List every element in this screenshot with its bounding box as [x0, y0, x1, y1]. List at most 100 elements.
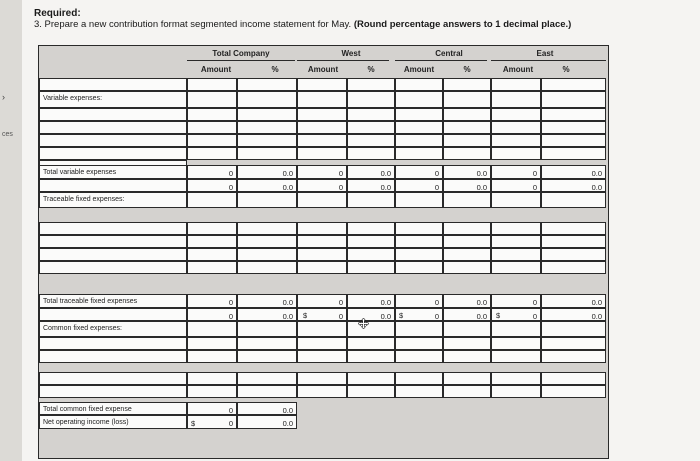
- ce-4-central-pct-cell[interactable]: [443, 385, 491, 398]
- ve-1-central-amount-cell[interactable]: [395, 108, 443, 121]
- traceable-expense-input-1[interactable]: [39, 222, 187, 235]
- ve-3-west-amount-cell[interactable]: [297, 134, 347, 147]
- variable-expenses-central-amount-cell[interactable]: [395, 91, 443, 108]
- te-2-total-amount-cell[interactable]: [187, 235, 237, 248]
- ce-2-central-pct-cell[interactable]: [443, 350, 491, 363]
- variable-expense-input-1[interactable]: [39, 108, 187, 121]
- common-west-pct-cell[interactable]: [347, 321, 395, 337]
- variable-expenses-total-pct-cell[interactable]: [237, 91, 297, 108]
- te-1-central-pct-cell[interactable]: [443, 222, 491, 235]
- te-4-total-pct-cell[interactable]: [237, 261, 297, 274]
- te-4-central-amount-cell[interactable]: [395, 261, 443, 274]
- ve-3-east-pct-cell[interactable]: [541, 134, 606, 147]
- common-expense-input-1[interactable]: [39, 337, 187, 350]
- te-1-total-pct-cell[interactable]: [237, 222, 297, 235]
- ve-4-total-pct-cell[interactable]: [237, 147, 297, 160]
- ce-1-total-pct-cell[interactable]: [237, 337, 297, 350]
- ve-1-east-amount-cell[interactable]: [491, 108, 541, 121]
- common-east-amount-cell[interactable]: [491, 321, 541, 337]
- te-3-west-amount-cell[interactable]: [297, 248, 347, 261]
- common-central-pct-cell[interactable]: [443, 321, 491, 337]
- variable-expenses-east-pct-cell[interactable]: [541, 91, 606, 108]
- ce-3-west-amount-cell[interactable]: [297, 372, 347, 385]
- ve-2-central-pct-cell[interactable]: [443, 121, 491, 134]
- header-east-amount-cell[interactable]: [491, 78, 541, 91]
- variable-expenses-east-amount-cell[interactable]: [491, 91, 541, 108]
- ce-1-total-amount-cell[interactable]: [187, 337, 237, 350]
- ve-3-east-amount-cell[interactable]: [491, 134, 541, 147]
- te-1-west-pct-cell[interactable]: [347, 222, 395, 235]
- ce-3-west-pct-cell[interactable]: [347, 372, 395, 385]
- traceable-east-amount-cell[interactable]: [491, 192, 541, 208]
- te-2-total-pct-cell[interactable]: [237, 235, 297, 248]
- traceable-expense-input-4[interactable]: [39, 261, 187, 274]
- ve-3-central-amount-cell[interactable]: [395, 134, 443, 147]
- common-total-amount-cell[interactable]: [187, 321, 237, 337]
- ce-4-east-amount-cell[interactable]: [491, 385, 541, 398]
- ve-4-west-pct-cell[interactable]: [347, 147, 395, 160]
- ve-1-west-pct-cell[interactable]: [347, 108, 395, 121]
- te-1-west-amount-cell[interactable]: [297, 222, 347, 235]
- variable-expenses-west-pct-cell[interactable]: [347, 91, 395, 108]
- ve-2-east-amount-cell[interactable]: [491, 121, 541, 134]
- ve-4-central-amount-cell[interactable]: [395, 147, 443, 160]
- te-1-east-pct-cell[interactable]: [541, 222, 606, 235]
- te-3-west-pct-cell[interactable]: [347, 248, 395, 261]
- te-3-total-amount-cell[interactable]: [187, 248, 237, 261]
- ve-4-west-amount-cell[interactable]: [297, 147, 347, 160]
- ce-3-central-pct-cell[interactable]: [443, 372, 491, 385]
- traceable-expense-input-3[interactable]: [39, 248, 187, 261]
- header-central-pct-cell[interactable]: [443, 78, 491, 91]
- traceable-expense-input-2[interactable]: [39, 235, 187, 248]
- te-1-total-amount-cell[interactable]: [187, 222, 237, 235]
- ce-1-west-pct-cell[interactable]: [347, 337, 395, 350]
- ve-3-central-pct-cell[interactable]: [443, 134, 491, 147]
- ve-1-total-amount-cell[interactable]: [187, 108, 237, 121]
- ce-3-total-amount-cell[interactable]: [187, 372, 237, 385]
- ce-4-total-pct-cell[interactable]: [237, 385, 297, 398]
- ve-1-east-pct-cell[interactable]: [541, 108, 606, 121]
- ve-4-east-pct-cell[interactable]: [541, 147, 606, 160]
- te-2-west-pct-cell[interactable]: [347, 235, 395, 248]
- te-2-west-amount-cell[interactable]: [297, 235, 347, 248]
- ce-2-total-amount-cell[interactable]: [187, 350, 237, 363]
- ce-1-central-pct-cell[interactable]: [443, 337, 491, 350]
- ce-2-west-amount-cell[interactable]: [297, 350, 347, 363]
- te-1-east-amount-cell[interactable]: [491, 222, 541, 235]
- variable-expense-input-2[interactable]: [39, 121, 187, 134]
- ce-1-west-amount-cell[interactable]: [297, 337, 347, 350]
- ve-2-total-amount-cell[interactable]: [187, 121, 237, 134]
- ce-4-total-amount-cell[interactable]: [187, 385, 237, 398]
- ve-2-east-pct-cell[interactable]: [541, 121, 606, 134]
- ve-4-east-amount-cell[interactable]: [491, 147, 541, 160]
- ce-1-east-pct-cell[interactable]: [541, 337, 606, 350]
- traceable-west-amount-cell[interactable]: [297, 192, 347, 208]
- segment-margin-input[interactable]: [39, 308, 187, 321]
- te-3-east-pct-cell[interactable]: [541, 248, 606, 261]
- te-4-total-amount-cell[interactable]: [187, 261, 237, 274]
- traceable-central-pct-cell[interactable]: [443, 192, 491, 208]
- ve-3-west-pct-cell[interactable]: [347, 134, 395, 147]
- ce-3-central-amount-cell[interactable]: [395, 372, 443, 385]
- te-2-central-pct-cell[interactable]: [443, 235, 491, 248]
- ve-2-west-pct-cell[interactable]: [347, 121, 395, 134]
- ve-3-total-pct-cell[interactable]: [237, 134, 297, 147]
- common-expense-input-4[interactable]: [39, 385, 187, 398]
- header-east-pct-cell[interactable]: [541, 78, 606, 91]
- ce-2-east-amount-cell[interactable]: [491, 350, 541, 363]
- ve-1-west-amount-cell[interactable]: [297, 108, 347, 121]
- ce-4-west-amount-cell[interactable]: [297, 385, 347, 398]
- header-central-amount-cell[interactable]: [395, 78, 443, 91]
- traceable-east-pct-cell[interactable]: [541, 192, 606, 208]
- ce-3-east-amount-cell[interactable]: [491, 372, 541, 385]
- ce-3-total-pct-cell[interactable]: [237, 372, 297, 385]
- contribution-margin-input[interactable]: [39, 179, 187, 192]
- ce-2-east-pct-cell[interactable]: [541, 350, 606, 363]
- ce-1-east-amount-cell[interactable]: [491, 337, 541, 350]
- common-expense-input-2[interactable]: [39, 350, 187, 363]
- variable-expenses-total-amount-cell[interactable]: [187, 91, 237, 108]
- te-2-east-pct-cell[interactable]: [541, 235, 606, 248]
- ve-2-central-amount-cell[interactable]: [395, 121, 443, 134]
- variable-expenses-west-amount-cell[interactable]: [297, 91, 347, 108]
- te-3-east-amount-cell[interactable]: [491, 248, 541, 261]
